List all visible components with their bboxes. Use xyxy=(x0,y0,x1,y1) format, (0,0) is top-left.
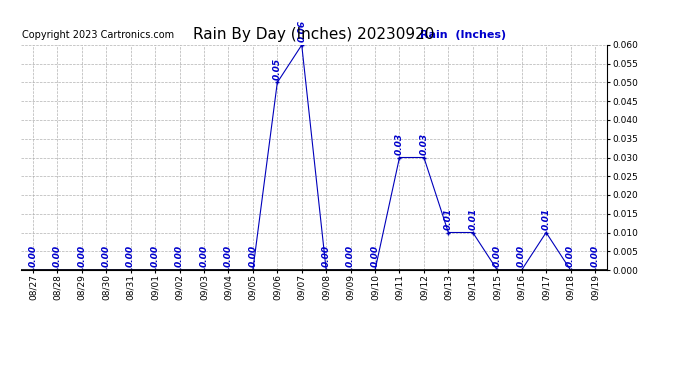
Text: 0.00: 0.00 xyxy=(518,245,526,267)
Text: 0.00: 0.00 xyxy=(346,245,355,267)
Text: 0.01: 0.01 xyxy=(469,208,477,230)
Text: 0.01: 0.01 xyxy=(542,208,551,230)
Text: 0.00: 0.00 xyxy=(126,245,135,267)
Text: 0.00: 0.00 xyxy=(322,245,331,267)
Text: 0.00: 0.00 xyxy=(566,245,575,267)
Text: 0.00: 0.00 xyxy=(53,245,62,267)
Text: 0.00: 0.00 xyxy=(150,245,159,267)
Text: Copyright 2023 Cartronics.com: Copyright 2023 Cartronics.com xyxy=(22,30,174,40)
Text: 0.00: 0.00 xyxy=(28,245,37,267)
Title: Rain By Day (Inches) 20230920: Rain By Day (Inches) 20230920 xyxy=(193,27,435,42)
Text: 0.00: 0.00 xyxy=(591,245,600,267)
Text: 0.00: 0.00 xyxy=(248,245,257,267)
Text: 0.06: 0.06 xyxy=(297,20,306,42)
Text: Rain  (Inches): Rain (Inches) xyxy=(420,30,506,40)
Text: 0.00: 0.00 xyxy=(199,245,208,267)
Text: 0.00: 0.00 xyxy=(101,245,110,267)
Text: 0.05: 0.05 xyxy=(273,58,282,80)
Text: 0.03: 0.03 xyxy=(395,133,404,155)
Text: 0.01: 0.01 xyxy=(444,208,453,230)
Text: 0.00: 0.00 xyxy=(77,245,86,267)
Text: 0.03: 0.03 xyxy=(420,133,428,155)
Text: 0.00: 0.00 xyxy=(371,245,380,267)
Text: 0.00: 0.00 xyxy=(224,245,233,267)
Text: 0.00: 0.00 xyxy=(493,245,502,267)
Text: 0.00: 0.00 xyxy=(175,245,184,267)
